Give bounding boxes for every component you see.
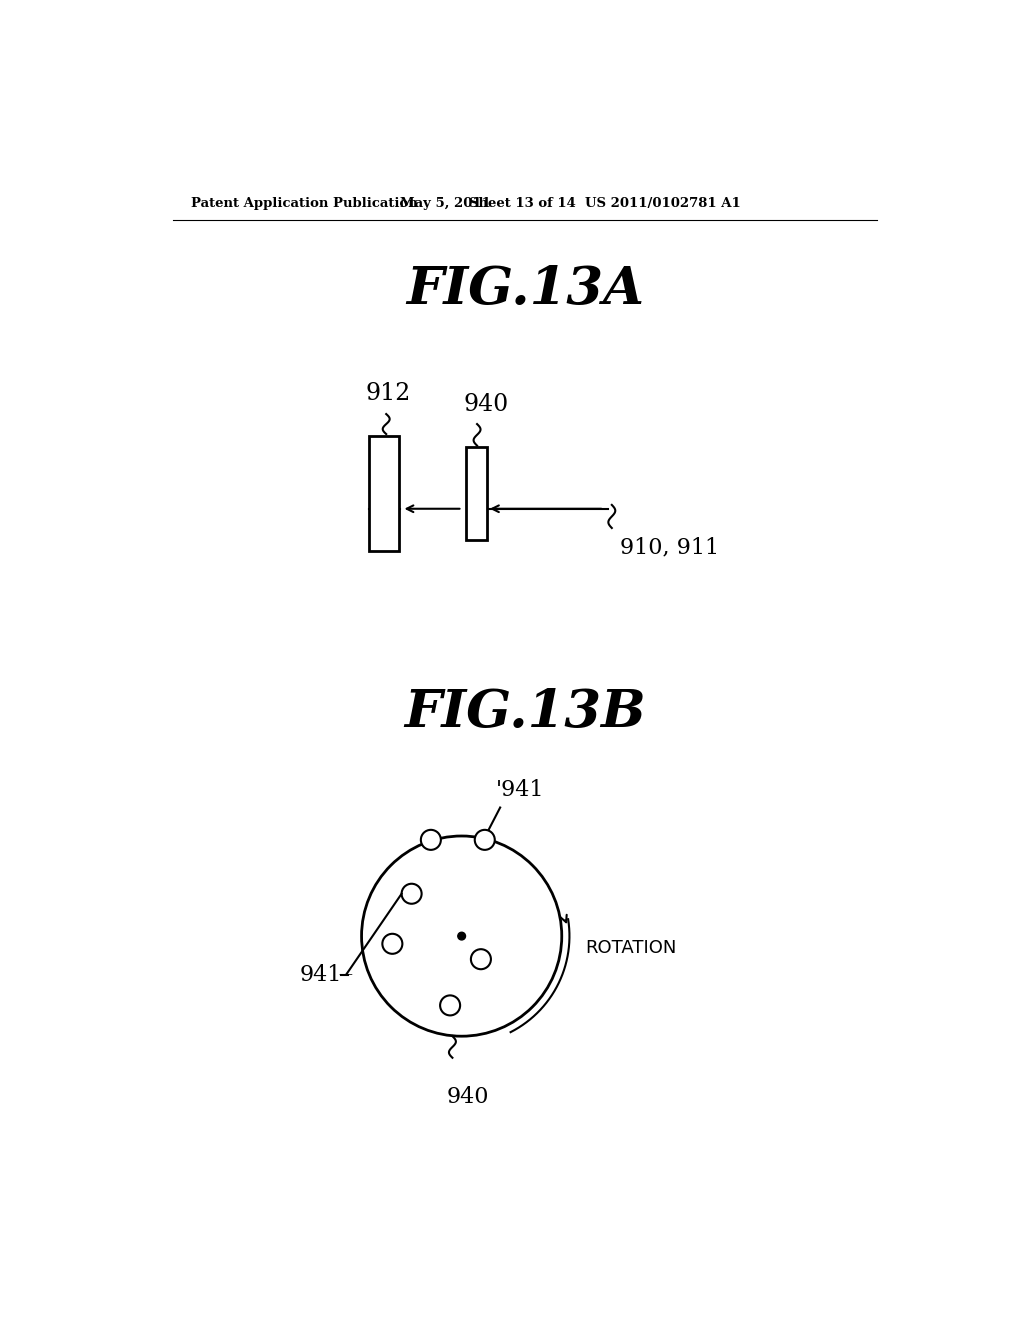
Text: 912: 912 (366, 381, 411, 405)
Circle shape (440, 995, 460, 1015)
Circle shape (361, 836, 562, 1036)
Circle shape (471, 949, 490, 969)
Text: 940: 940 (464, 393, 509, 416)
Circle shape (475, 830, 495, 850)
Text: Sheet 13 of 14: Sheet 13 of 14 (469, 197, 577, 210)
Text: 940: 940 (446, 1086, 488, 1109)
Text: '941: '941 (497, 779, 545, 801)
Text: FIG.13A: FIG.13A (406, 264, 644, 314)
Text: —: — (339, 968, 352, 982)
Circle shape (401, 884, 422, 904)
Text: ROTATION: ROTATION (585, 939, 676, 957)
Text: 910, 911: 910, 911 (620, 536, 719, 558)
Text: US 2011/0102781 A1: US 2011/0102781 A1 (585, 197, 740, 210)
Text: 941: 941 (300, 964, 342, 986)
Text: FIG.13B: FIG.13B (403, 688, 646, 738)
Circle shape (421, 830, 441, 850)
Text: May 5, 2011: May 5, 2011 (400, 197, 490, 210)
Circle shape (382, 933, 402, 954)
Bar (466, 447, 487, 540)
Text: Patent Application Publication: Patent Application Publication (190, 197, 418, 210)
Bar (370, 436, 398, 552)
Circle shape (458, 932, 466, 940)
